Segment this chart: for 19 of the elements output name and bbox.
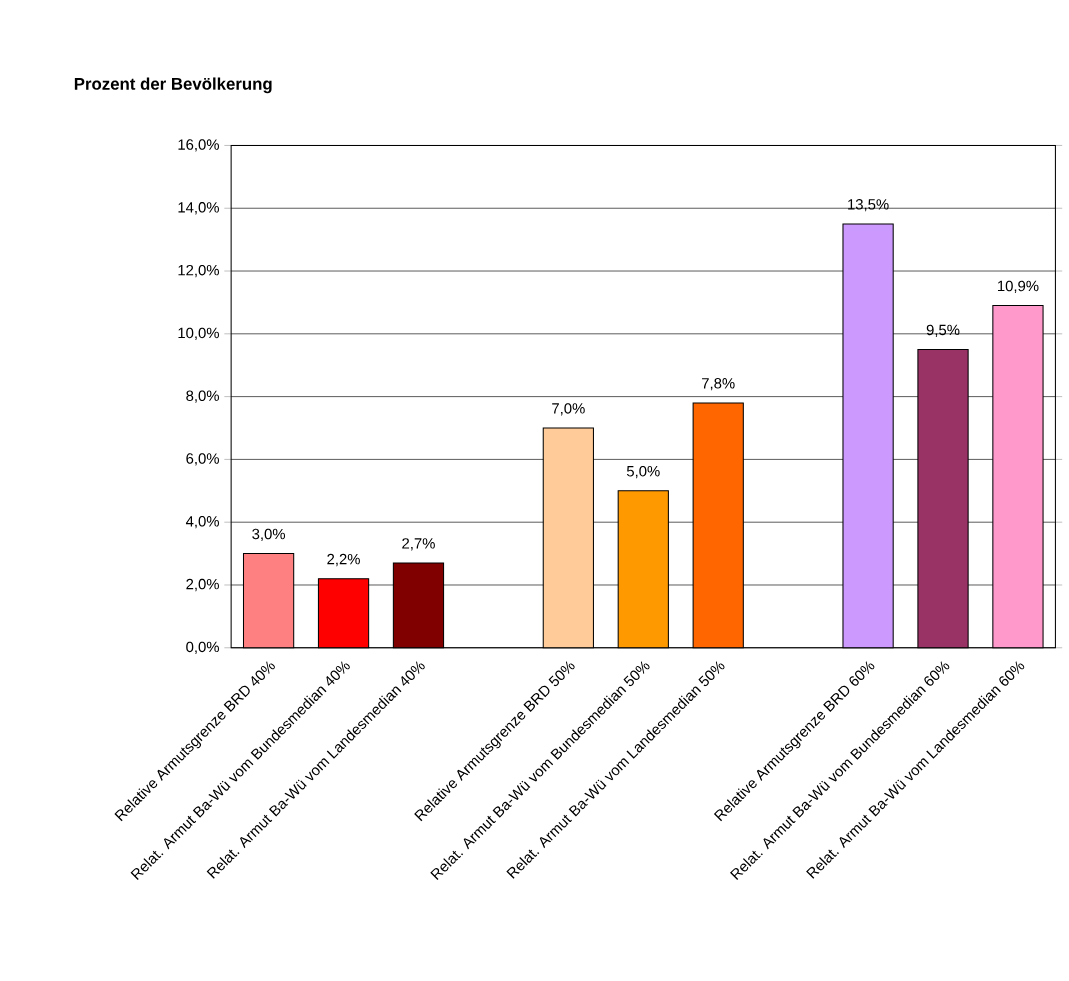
data-label: 13,5% [848,198,889,212]
data-label: 3,0% [252,528,286,541]
data-label: 10,9% [998,280,1039,293]
y-tick-label: 0,0% [186,641,219,654]
chart-title: Prozent der Bevölkerung [74,77,272,94]
data-label: 5,0% [626,465,660,479]
data-label: 7,8% [702,377,735,391]
y-tick-label: 10,0% [178,327,219,340]
data-label: 7,0% [552,402,585,416]
data-label: 9,5% [926,324,960,337]
y-tick-label: 8,0% [186,390,219,403]
y-tick-label: 12,0% [178,264,219,277]
data-label: 2,2% [327,553,360,566]
y-tick-label: 14,0% [178,201,219,215]
y-tick-label: 2,0% [186,578,219,591]
data-label: 2,7% [402,537,435,551]
y-tick-label: 16,0% [178,139,219,152]
y-tick-label: 4,0% [185,515,219,529]
y-tick-label: 6,0% [186,453,219,466]
